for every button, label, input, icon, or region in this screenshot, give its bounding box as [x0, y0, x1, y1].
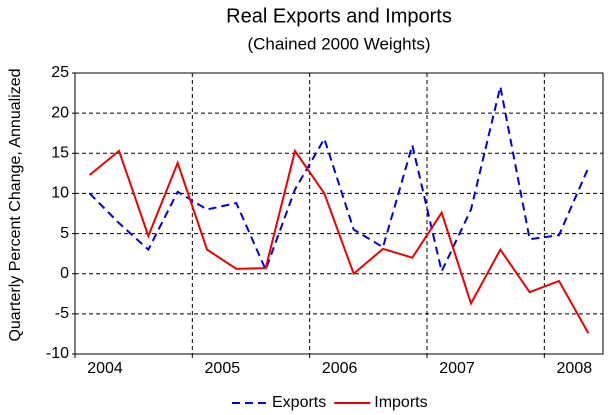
y-tick-label: 20	[51, 104, 69, 121]
x-tick-label: 2007	[439, 360, 475, 377]
plot-frame	[74, 72, 604, 355]
legend-label: Imports	[374, 394, 427, 411]
chart-title: Real Exports and Imports	[226, 5, 452, 27]
legend-label: Exports	[272, 394, 326, 411]
chart-subtitle: (Chained 2000 Weights)	[247, 34, 430, 53]
y-tick-label: 15	[51, 145, 69, 162]
series-line	[88, 86, 590, 275]
x-tick-label: 2006	[322, 360, 358, 377]
series-line	[89, 148, 590, 334]
x-tick-label: 2004	[87, 360, 123, 377]
y-tick-label: 5	[60, 225, 69, 242]
y-axis-label: Quarterly Percent Change, Annualized	[7, 68, 24, 341]
y-tick-label: 0	[60, 265, 69, 282]
y-tick-label: 10	[51, 185, 69, 202]
y-tick-label: -5	[55, 305, 69, 322]
x-tick-label: 2005	[205, 360, 241, 377]
x-tick-label: 2008	[557, 360, 593, 377]
y-tick-label: -10	[46, 345, 69, 362]
y-tick-label: 25	[51, 64, 69, 81]
